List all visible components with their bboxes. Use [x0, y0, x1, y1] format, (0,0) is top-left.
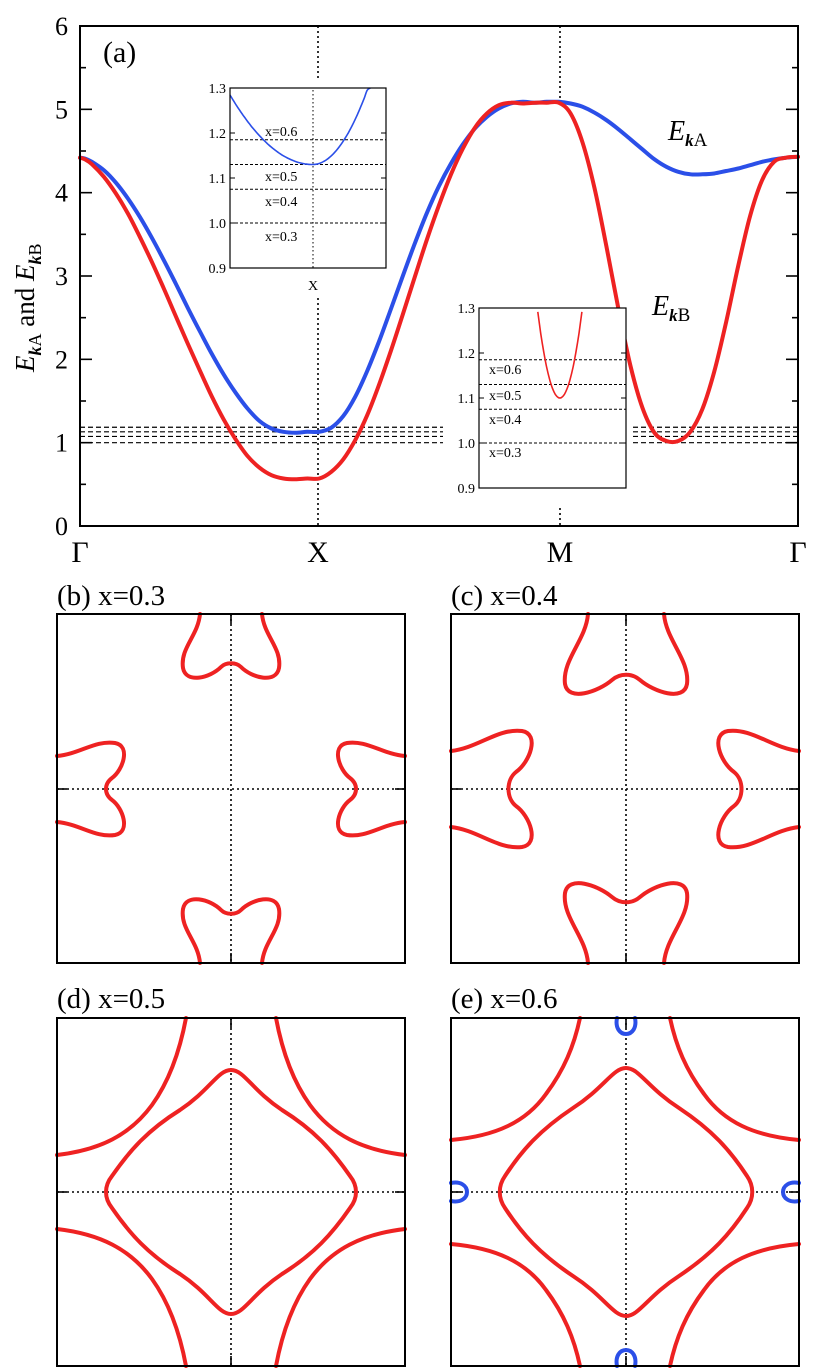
y-axis-label: EkA and EkB	[10, 244, 45, 374]
y-tick-label-1: 1	[55, 429, 68, 458]
panel-d-frame	[56, 1017, 406, 1367]
x-tick-x: X	[307, 536, 329, 569]
y-tick-label-2: 2	[55, 345, 68, 374]
inset-y-tick-label: 1.1	[209, 172, 227, 187]
x-tick-gamma-right: Γ	[789, 536, 806, 569]
fermi-pocket-left	[449, 728, 534, 850]
panel-c-frame	[450, 613, 800, 964]
fermi-arc-bottom-left	[55, 1227, 188, 1368]
fermi-pocket-right	[716, 728, 801, 850]
y-tick-label-0: 0	[55, 512, 68, 541]
inset-y-tick-label: 1.0	[458, 437, 476, 452]
panel-e	[449, 1016, 801, 1368]
y-tick-label-6: 6	[55, 12, 68, 41]
inset-y-tick-label: 1.0	[209, 217, 227, 232]
panel-e-frame	[450, 1017, 800, 1367]
blue-pocket-left	[449, 1180, 469, 1204]
inset-x-curve	[229, 87, 371, 166]
inset-m-background	[479, 308, 626, 488]
inset-x-level-04: x=0.4	[265, 195, 297, 210]
panel-b	[55, 612, 407, 965]
fermi-pocket-bottom	[562, 881, 690, 965]
fermi-pocket-left	[55, 740, 126, 838]
fermi-arc-top-right	[668, 1016, 801, 1142]
inset-x: 0.9 1.0 1.1 1.2 1.3 X x=0.6 x=0.5 x=0.4 x=0.…	[209, 82, 387, 294]
inset-y-tick-label: 1.2	[209, 127, 227, 142]
inset-m-levels	[479, 359, 626, 444]
y-ticks	[80, 25, 798, 527]
panel-b-frame	[56, 613, 406, 964]
y-tick-label-4: 4	[55, 179, 68, 208]
inset-m-curve	[537, 311, 583, 399]
inset-y-tick-label: 1.1	[458, 392, 476, 407]
inset-y-tick-label: 1.3	[458, 302, 476, 317]
panel-c-title: (c) x=0.4	[451, 580, 558, 612]
inset-y-tick-label: 1.2	[458, 347, 476, 362]
inset-y-tick-label: 1.3	[209, 82, 227, 97]
inset-m-y-ticks: 0.9 1.0 1.1 1.2 1.3	[458, 302, 626, 497]
fermi-arc-top-left	[449, 1016, 582, 1142]
blue-pocket-bottom	[614, 1348, 638, 1368]
panel-e-title: (e) x=0.6	[451, 983, 558, 1015]
fermi-pocket-right	[336, 740, 407, 838]
y-tick-labels: 0 1 2 3 4 5 6	[55, 12, 68, 541]
panel-d	[55, 1016, 407, 1368]
inset-x-level-06: x=0.6	[265, 125, 297, 140]
blue-pocket-top	[614, 1016, 638, 1036]
fermi-arc-bottom-left	[449, 1242, 582, 1368]
series-label-B: EkB	[651, 291, 690, 326]
inset-m-level-06: x=0.6	[489, 363, 521, 378]
fermi-arc-top-right	[274, 1016, 407, 1157]
band-A-curve	[78, 99, 800, 435]
fermi-pocket-bottom	[180, 897, 282, 965]
inset-x-y-ticks: 0.9 1.0 1.1 1.2 1.3	[209, 82, 386, 277]
panel-b-title: (b) x=0.3	[57, 580, 165, 612]
dashed-levels-right	[633, 426, 798, 444]
inset-y-tick-label: 0.9	[209, 262, 227, 277]
inset-m: 0.9 1.0 1.1 1.2 1.3 x=0.6 x=0.5 x=0.4 x=0.3	[458, 302, 627, 497]
inset-x-xtick: X	[308, 279, 318, 294]
y-tick-label-3: 3	[55, 262, 68, 291]
fermi-pocket-top	[562, 612, 690, 696]
fermi-diamond	[104, 1068, 358, 1316]
blue-pocket-right	[781, 1180, 801, 1204]
inset-m-level-03: x=0.3	[489, 446, 521, 461]
panel-c	[449, 612, 801, 965]
panel-a-label: (a)	[103, 36, 136, 69]
fermi-arc-bottom-right	[668, 1242, 801, 1368]
panel-d-title: (d) x=0.5	[57, 983, 165, 1015]
fermi-arc-top-left	[55, 1016, 188, 1157]
y-tick-label-5: 5	[55, 95, 68, 124]
inset-m-level-04: x=0.4	[489, 413, 521, 428]
fermi-diamond	[497, 1066, 755, 1318]
inset-m-level-05: x=0.5	[489, 389, 521, 404]
series-label-A: EkA	[667, 116, 708, 151]
fermi-pocket-top	[180, 612, 282, 680]
inset-x-level-05: x=0.5	[265, 170, 297, 185]
band-B-curve	[78, 99, 800, 482]
x-tick-gamma-left: Γ	[71, 536, 88, 569]
inset-x-background	[230, 88, 386, 268]
dashed-levels-left	[80, 426, 443, 444]
panel-a-frame	[79, 25, 799, 527]
inset-x-level-03: x=0.3	[265, 230, 297, 245]
x-tick-m: M	[547, 536, 574, 569]
inset-y-tick-label: 0.9	[458, 482, 476, 497]
fermi-arc-bottom-right	[274, 1227, 407, 1368]
